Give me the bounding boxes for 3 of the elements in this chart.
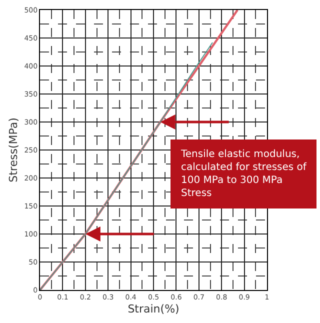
y-axis-title: Stress(MPa) [6, 118, 20, 182]
annotation: Tensile elastic modulus, calculated for stresses of 100 MPa to 300 MPa Stress [180, 149, 307, 199]
x-axis-title: Strain(%) [128, 302, 180, 316]
